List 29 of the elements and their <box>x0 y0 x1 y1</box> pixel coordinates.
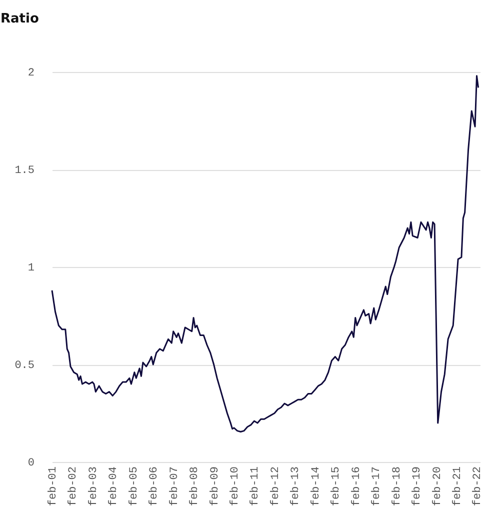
x-tick-label: feb-19 <box>412 466 424 506</box>
x-tick-label: feb-16 <box>350 466 363 506</box>
x-tick-label: feb-05 <box>128 466 140 506</box>
x-tick-label: feb-03 <box>88 466 100 506</box>
x-tick-label: feb-21 <box>452 466 464 506</box>
x-tick-label: feb-22 <box>472 466 484 506</box>
y-tick-label: 2 <box>28 68 34 80</box>
x-tick-label: feb-09 <box>209 466 222 506</box>
x-tick-label: feb-17 <box>371 466 384 506</box>
x-tick-label: feb-06 <box>148 466 161 506</box>
x-tick-label: feb-07 <box>168 466 181 506</box>
x-tick-label: feb-18 <box>391 466 404 506</box>
x-tick-label: feb-01 <box>48 466 60 506</box>
y-tick-label: 0.5 <box>14 360 34 372</box>
x-tick-label: feb-13 <box>290 466 302 506</box>
x-tick-label: feb-14 <box>310 466 322 506</box>
x-tick-label: feb-15 <box>330 466 343 506</box>
x-tick-label: feb-04 <box>108 466 120 506</box>
x-tick-label: feb-11 <box>250 466 262 506</box>
x-tick-label: feb-02 <box>68 466 80 506</box>
x-tick-label: feb-10 <box>230 466 242 506</box>
y-tick-label: 0 <box>28 458 34 470</box>
y-tick-label: 1.5 <box>14 165 34 177</box>
x-tick-label: feb-12 <box>270 466 282 506</box>
y-axis-title: Ratio <box>0 12 39 26</box>
y-tick-label: 1 <box>28 262 35 274</box>
line-series <box>51 75 480 433</box>
x-tick-label: feb-08 <box>189 466 202 506</box>
x-tick-label: feb-20 <box>432 466 444 506</box>
